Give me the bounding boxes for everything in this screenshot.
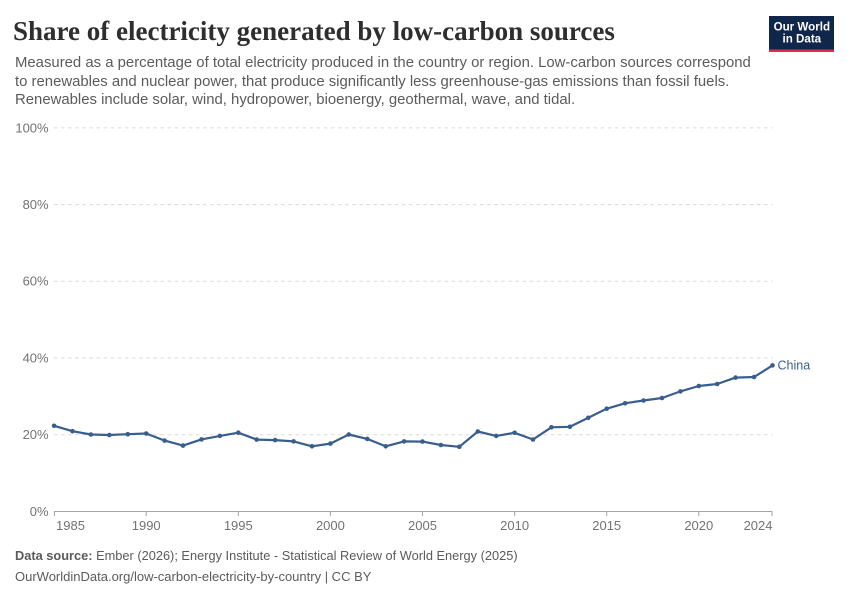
svg-text:0%: 0% xyxy=(30,504,49,519)
svg-text:2000: 2000 xyxy=(316,518,345,533)
svg-text:2010: 2010 xyxy=(500,518,529,533)
svg-text:60%: 60% xyxy=(23,274,49,289)
svg-text:2005: 2005 xyxy=(408,518,437,533)
svg-text:China: China xyxy=(778,359,811,373)
svg-text:20%: 20% xyxy=(23,427,49,442)
svg-text:2024: 2024 xyxy=(744,518,773,533)
svg-text:80%: 80% xyxy=(23,197,49,212)
svg-text:1985: 1985 xyxy=(56,518,85,533)
svg-text:1990: 1990 xyxy=(132,518,161,533)
svg-text:100%: 100% xyxy=(15,120,49,135)
svg-text:1995: 1995 xyxy=(224,518,253,533)
svg-text:2015: 2015 xyxy=(592,518,621,533)
svg-text:2020: 2020 xyxy=(684,518,713,533)
svg-text:40%: 40% xyxy=(23,350,49,365)
svg-text:in Data: in Data xyxy=(782,33,821,46)
svg-text:Our World: Our World xyxy=(774,20,830,33)
